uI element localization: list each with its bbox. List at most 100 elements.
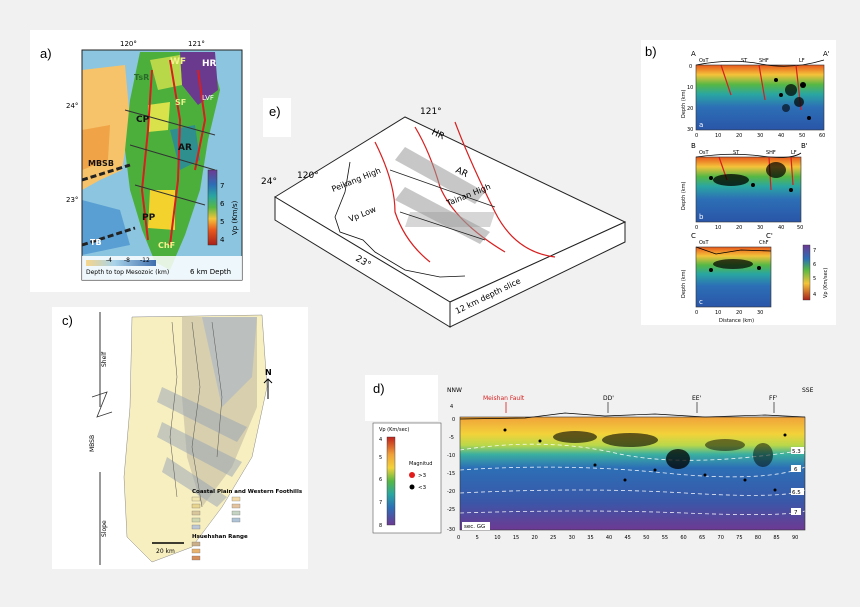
- lat-tick: 23°: [66, 196, 78, 204]
- cbar-tick: 4: [379, 437, 382, 443]
- y-tick: 4: [450, 404, 453, 410]
- x-tick: 10: [494, 535, 500, 541]
- x-tick: 15: [513, 535, 519, 541]
- north-label: N: [265, 368, 272, 377]
- x-tick: 60: [819, 133, 825, 139]
- panel-e-label: e): [263, 98, 291, 137]
- legend-item: <3: [418, 485, 427, 491]
- panel-c: c) Shelf MBSB Slope N Coastal Plain and …: [52, 307, 308, 569]
- section-tag: SHF: [766, 150, 776, 156]
- cbar-tick: 6: [379, 477, 382, 483]
- legend-title: Magnitud: [409, 461, 432, 467]
- panel-b: b) A A' OsT ST SHF LF: [641, 40, 836, 325]
- contour-tick: -12: [140, 257, 150, 264]
- fault-lines: [140, 69, 153, 241]
- x-tick: 0: [457, 535, 460, 541]
- x-tick: 30: [757, 133, 763, 139]
- x-tick: 20: [736, 133, 742, 139]
- contour-tick: -4: [106, 257, 112, 264]
- lon-label: 121°: [420, 107, 442, 117]
- unit-label: HR: [430, 128, 446, 143]
- section-tag: LF: [791, 150, 797, 156]
- section-a-quakes: [774, 78, 811, 120]
- y-tick: 30: [687, 127, 693, 133]
- block-left: [274, 196, 451, 328]
- boundary-lines: [374, 141, 431, 263]
- y-tick: -20: [447, 489, 455, 495]
- unit-label: PP: [142, 213, 156, 223]
- x-tick: 45: [625, 535, 631, 541]
- x-tick: 5: [476, 535, 479, 541]
- panel-c-legend: Coastal Plain and Western Foothills Hsue…: [191, 489, 303, 561]
- section-tag: ChF: [759, 240, 769, 246]
- scale-label: 20 km: [156, 548, 175, 555]
- section-end: C': [766, 232, 773, 240]
- panel-d-section: NNW SSE Meishan Fault DD' EE' FF': [372, 387, 814, 541]
- block-top: [274, 116, 627, 303]
- lat-label: 24°: [261, 177, 277, 187]
- section-letter: a: [699, 121, 703, 129]
- y-tick: 0: [689, 64, 692, 70]
- x-tick: 10: [715, 310, 721, 316]
- unit-label: ChF: [158, 241, 175, 250]
- y-tick: -30: [447, 527, 455, 533]
- section-b-quakes: [709, 162, 793, 192]
- unit-label: TB: [90, 238, 102, 247]
- panel-d-legend: Vp (Km/sec) 8 7 6 5 4 Magnitud >3 <3: [372, 422, 442, 534]
- unit-label: AR: [178, 143, 192, 153]
- section-start: C: [691, 232, 696, 240]
- cbar-tick: 5: [813, 276, 816, 282]
- x-tick: 20: [531, 535, 537, 541]
- x-tick: 0: [695, 310, 698, 316]
- section-c-quakes: [709, 259, 761, 272]
- legend-title: Hsuehshan Range: [192, 534, 248, 540]
- coastline: [334, 161, 466, 278]
- x-tick: 30: [757, 310, 763, 316]
- x-tick: 80: [755, 535, 761, 541]
- unit-label: LVF: [202, 94, 214, 102]
- cbar-tick: 6: [220, 200, 225, 208]
- cbar-tick: 5: [379, 455, 382, 461]
- y-tick: 20: [687, 106, 693, 112]
- x-tick: 10: [715, 133, 721, 139]
- section-marker: FF': [769, 395, 778, 402]
- panel-d-colorbar: [386, 436, 396, 526]
- lon-tick: 120°: [120, 40, 137, 48]
- panel-a: a): [30, 30, 250, 292]
- panel-a-map: 120° 121° 24° 23° WF HR TsR CP SF AR PP …: [66, 40, 243, 281]
- section-b-plot: [696, 157, 801, 222]
- panel-a-colorbar-title: Vp (Km/s): [231, 200, 239, 235]
- x-tick: 0: [695, 225, 698, 231]
- cbar-tick: 6: [813, 262, 816, 268]
- lat-tick: 24°: [66, 102, 78, 110]
- cbar-tick: 7: [220, 182, 224, 190]
- x-tick: 70: [718, 535, 724, 541]
- x-tick: 85: [773, 535, 779, 541]
- panel-e: e) 121° 120° 24° 23° HR AR Peikang High …: [255, 92, 640, 330]
- panel-b-sections: A A' OsT ST SHF LF a Depth (km) 0 10 20 …: [681, 50, 830, 324]
- x-tick: 50: [643, 535, 649, 541]
- large-quake-icon: [409, 472, 415, 478]
- cbar-tick: 7: [813, 248, 816, 254]
- x-tick: 35: [587, 535, 593, 541]
- panel-a-label: a): [40, 46, 52, 61]
- direction-right: SSE: [802, 387, 814, 394]
- panel-d-label: d): [365, 375, 438, 421]
- section-a-plot: [696, 65, 824, 130]
- x-tick: 75: [736, 535, 742, 541]
- cbar-tick: 5: [220, 218, 224, 226]
- section-start: B: [691, 142, 696, 150]
- unit-label: SF: [175, 98, 186, 107]
- unit-label: TsR: [134, 73, 149, 82]
- section-tag: OsT: [699, 150, 710, 156]
- section-a: A A' OsT ST SHF LF a Depth (km) 0 10 20 …: [681, 50, 830, 139]
- panel-b-colorbar: [802, 244, 811, 301]
- section-letter: b: [699, 213, 704, 221]
- y-tick: -15: [447, 471, 455, 477]
- panel-b-colorbar-title: Vp (Km/sec): [823, 268, 829, 298]
- section-c-plot: [696, 247, 771, 307]
- direction-left: NNW: [447, 387, 462, 394]
- unit-label: AR: [454, 166, 469, 180]
- mbsb-label: MBSB: [89, 435, 96, 452]
- slope-label: Slope: [101, 520, 108, 537]
